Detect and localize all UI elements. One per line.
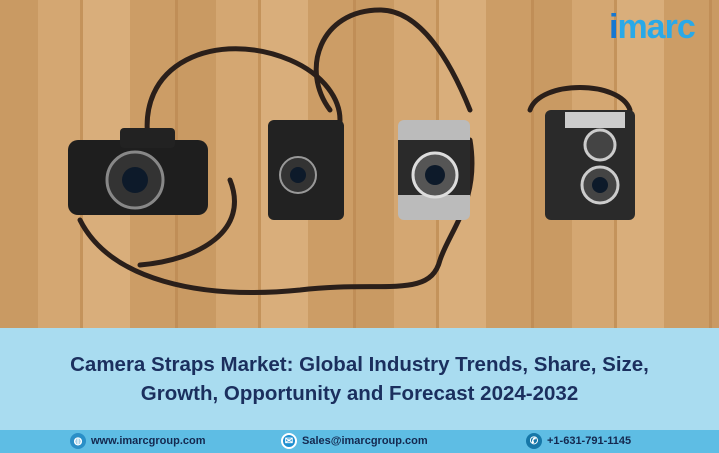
camera-leica-m9 (268, 120, 344, 220)
email-link[interactable]: Sales@imarcgroup.com (302, 435, 428, 447)
footer: ◍ www.imarcgroup.com ✉ Sales@imarcgroup.… (0, 430, 719, 453)
globe-icon: ◍ (70, 433, 86, 449)
footer-phone[interactable]: ✆ +1-631-791-1145 (526, 433, 631, 449)
phone-icon: ✆ (526, 433, 542, 449)
phone-number[interactable]: +1-631-791-1145 (547, 435, 632, 447)
camera-rangefinder (398, 120, 470, 220)
footer-website[interactable]: ◍ www.imarcgroup.com (70, 433, 206, 449)
page-title: Camera Straps Market: Global Industry Tr… (70, 353, 649, 405)
website-link[interactable]: www.imarcgroup.com (91, 435, 206, 447)
footer-email[interactable]: ✉ Sales@imarcgroup.com (281, 433, 428, 449)
camera-rolleiflex (545, 110, 635, 220)
camera-nikon (68, 128, 208, 215)
title-band: Camera Straps Market: Global Industry Tr… (0, 328, 719, 430)
mail-icon: ✉ (281, 433, 297, 449)
imarc-logo: imarc (609, 8, 696, 46)
cameras-illustration (68, 7, 635, 295)
hero-photo: imarc (0, 0, 719, 328)
